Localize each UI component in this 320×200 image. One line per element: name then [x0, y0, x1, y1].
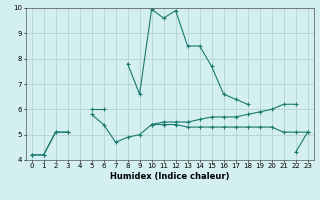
X-axis label: Humidex (Indice chaleur): Humidex (Indice chaleur) [110, 172, 229, 181]
